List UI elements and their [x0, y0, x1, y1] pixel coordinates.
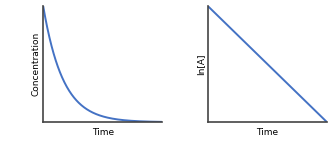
X-axis label: Time: Time [92, 128, 114, 137]
Y-axis label: ln[A]: ln[A] [196, 53, 205, 75]
Y-axis label: Concentration: Concentration [32, 32, 41, 96]
X-axis label: Time: Time [256, 128, 279, 137]
